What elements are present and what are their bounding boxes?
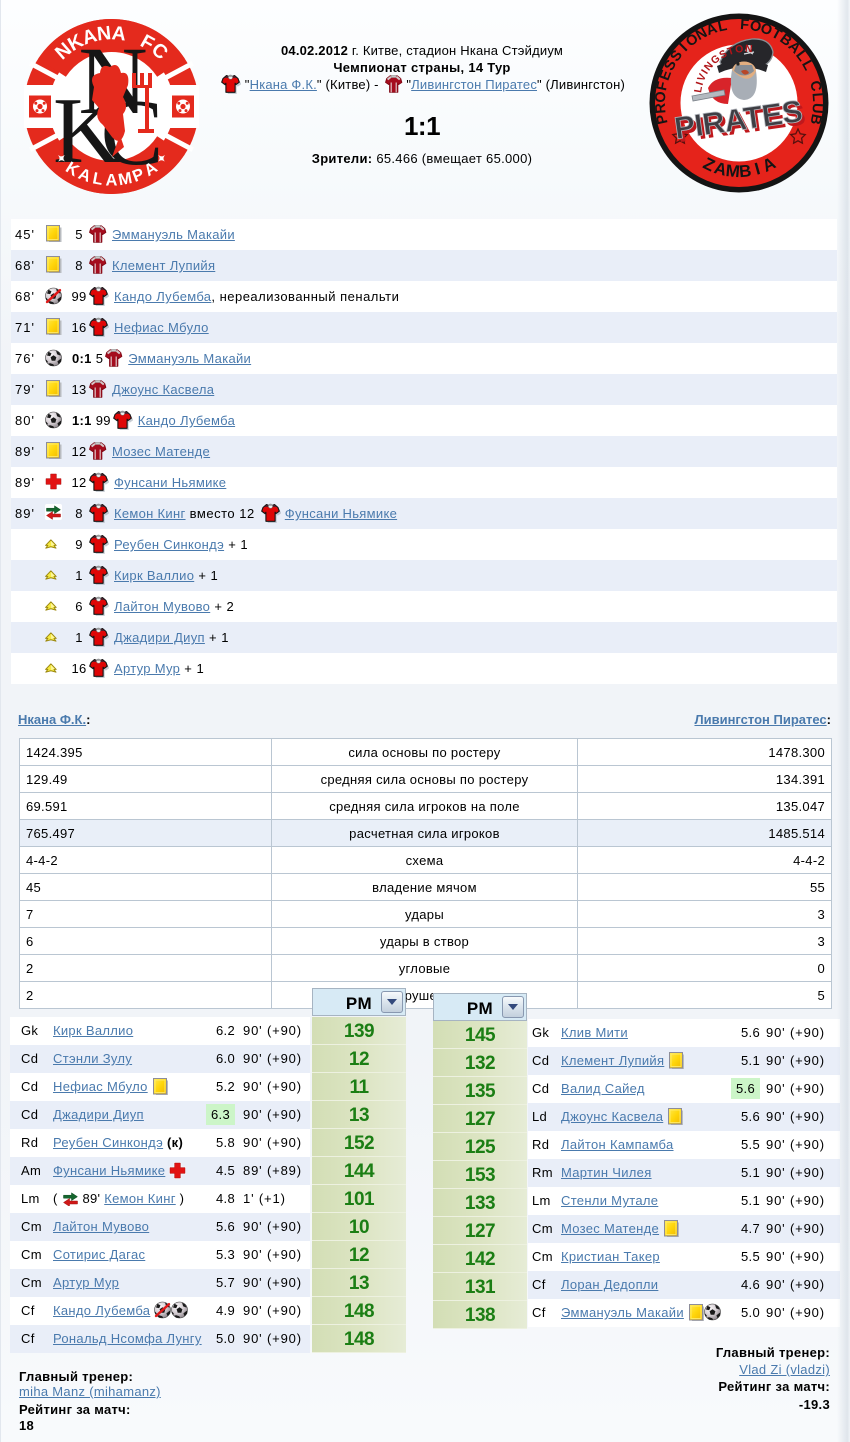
svg-text:O: O xyxy=(748,18,762,36)
svg-text:O: O xyxy=(653,91,670,103)
svg-text:F: F xyxy=(654,80,672,92)
svg-text:R: R xyxy=(653,102,670,114)
svg-text:I: I xyxy=(753,159,763,179)
svg-text:L: L xyxy=(91,169,104,189)
svg-text:O: O xyxy=(758,20,774,39)
svg-text:F: F xyxy=(740,17,750,34)
svg-text:A: A xyxy=(111,22,127,45)
svg-text:P: P xyxy=(654,113,672,126)
svg-text:C: C xyxy=(806,79,824,93)
svg-text:A: A xyxy=(712,158,729,180)
svg-text:M: M xyxy=(725,161,741,181)
svg-text:U: U xyxy=(808,103,825,115)
svg-text:B: B xyxy=(806,112,824,126)
svg-text:L: L xyxy=(808,92,825,102)
svg-text:A: A xyxy=(79,24,99,49)
svg-text:B: B xyxy=(738,161,752,181)
svg-text:N: N xyxy=(96,22,112,45)
svg-text:A: A xyxy=(106,172,118,190)
svg-text:L: L xyxy=(716,18,728,36)
svg-text:M: M xyxy=(117,169,134,189)
